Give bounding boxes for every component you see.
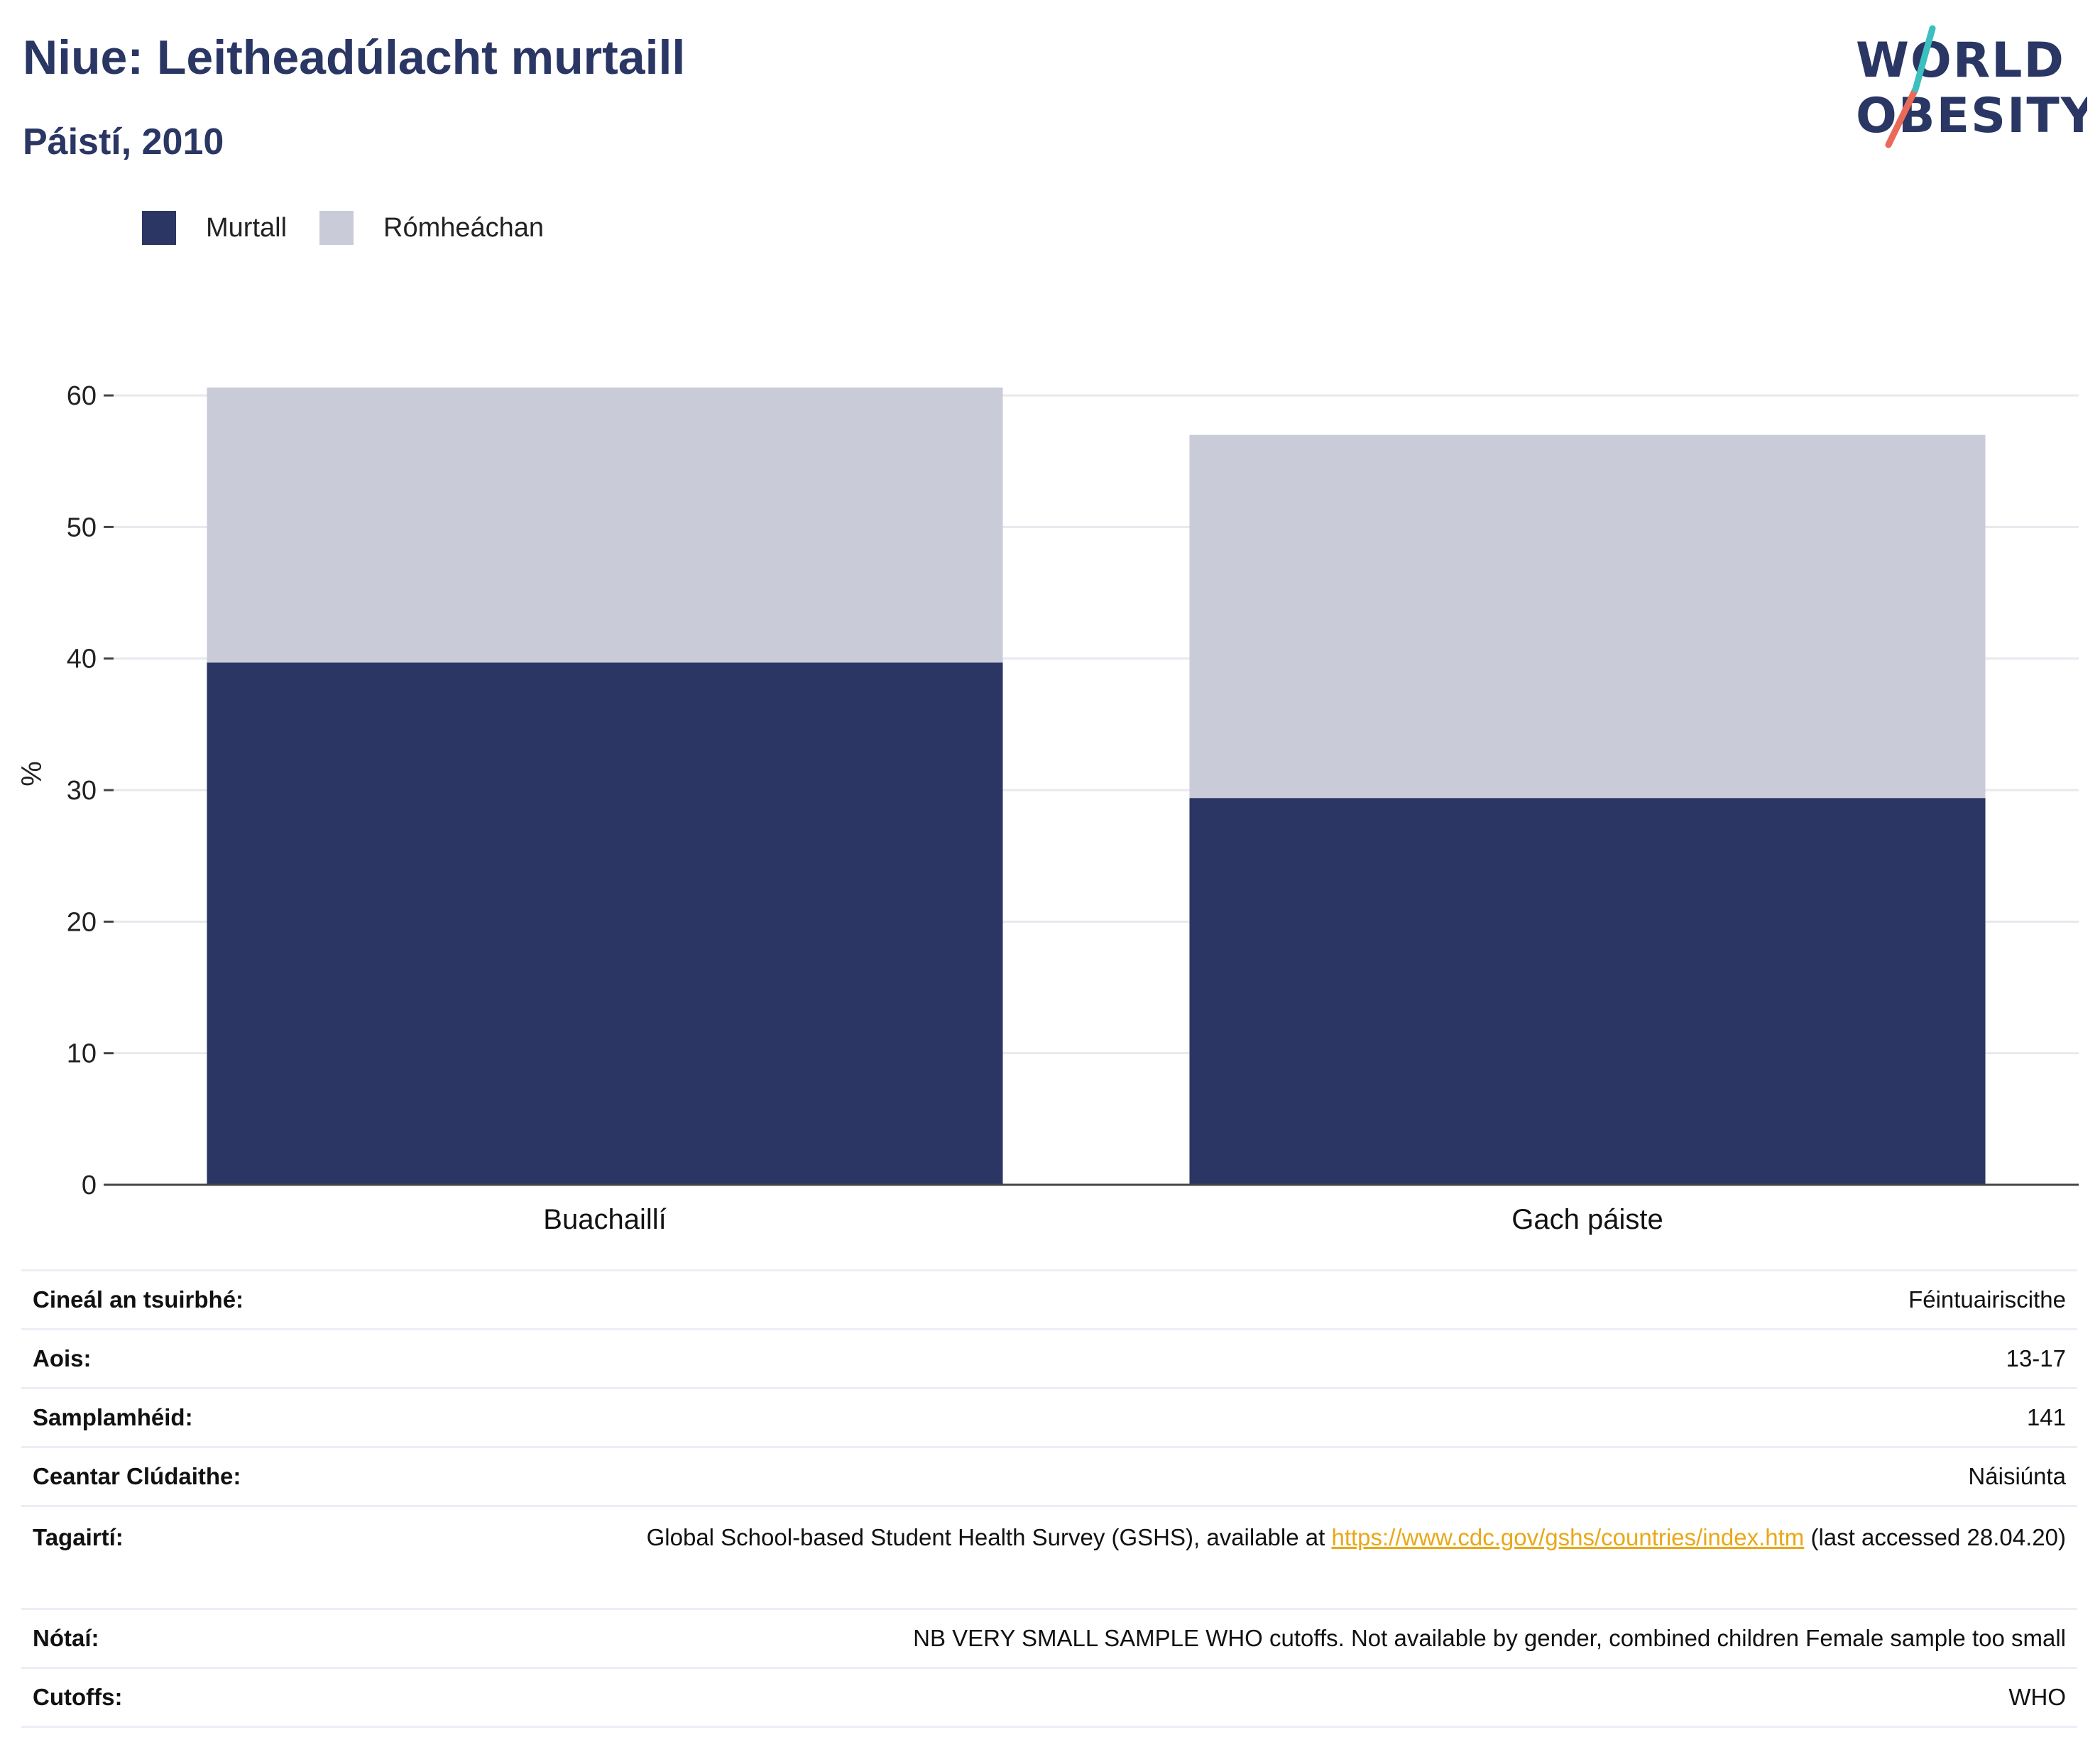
info-row-references: Tagairtí: Global School-based Student He… xyxy=(21,1506,2077,1609)
bar-murtall[interactable] xyxy=(1189,798,1986,1185)
notes-label: Nótaí: xyxy=(33,1625,99,1651)
cutoffs-label: Cutoffs: xyxy=(33,1684,123,1710)
y-tick-label: 40 xyxy=(67,645,97,674)
legend-label-romheachan: Rómheáchan xyxy=(383,212,545,243)
chart-title: Niue: Leitheadúlacht murtaill xyxy=(23,31,686,84)
info-value: 141 xyxy=(2026,1404,2066,1430)
y-axis-label: % xyxy=(16,761,48,787)
info-row-notes: Nótaí: NB VERY SMALL SAMPLE WHO cutoffs.… xyxy=(21,1609,2077,1668)
survey-info-table: Cineál an tsuirbhé: Féintuairiscithe Aoi… xyxy=(21,1269,2077,1728)
info-label: Aois: xyxy=(33,1345,92,1371)
info-row: Samplamhéid: 141 xyxy=(21,1388,2077,1447)
y-tick-label: 0 xyxy=(82,1171,97,1200)
y-tick-label: 60 xyxy=(67,381,97,411)
logo-slash-teal xyxy=(1912,25,1936,93)
legend-item-romheachan[interactable]: Rómheáchan xyxy=(319,211,544,245)
legend-swatch-murtall xyxy=(142,211,176,245)
info-label: Cineál an tsuirbhé: xyxy=(33,1286,244,1313)
world-obesity-logo: WORLD OBESITY xyxy=(1856,25,2087,148)
notes-value: NB VERY SMALL SAMPLE WHO cutoffs. Not av… xyxy=(913,1625,2066,1651)
chart-subtitle: Páistí, 2010 xyxy=(23,121,224,163)
logo-slash-coral xyxy=(1885,86,1919,148)
legend-swatch-romheachan xyxy=(319,211,354,245)
y-tick-label: 50 xyxy=(67,513,97,542)
info-row: Ceantar Clúdaithe: Náisiúnta xyxy=(21,1447,2077,1506)
info-row: Cineál an tsuirbhé: Féintuairiscithe xyxy=(21,1270,2077,1330)
legend-item-murtall[interactable]: Murtall xyxy=(142,211,287,245)
cutoffs-value: WHO xyxy=(2008,1684,2066,1710)
info-value: Náisiúnta xyxy=(1968,1463,2066,1489)
references-link[interactable]: https://www.cdc.gov/gshs/countries/index… xyxy=(1331,1524,1805,1550)
bar-romheachan[interactable] xyxy=(1189,434,1986,799)
y-tick-label: 20 xyxy=(67,907,97,937)
info-label: Samplamhéid: xyxy=(33,1404,193,1430)
y-axis-ticks: 0 10 20 30 40 50 60 xyxy=(67,381,114,1200)
references-suffix: (last accessed 28.04.20) xyxy=(1804,1524,2066,1550)
info-value: 13-17 xyxy=(2006,1345,2066,1371)
legend-label-murtall: Murtall xyxy=(206,212,288,243)
logo-line-1: WORLD xyxy=(1856,33,2065,89)
y-tick-label: 30 xyxy=(67,776,97,806)
info-row-cutoffs: Cutoffs: WHO xyxy=(21,1667,2077,1727)
chart-legend: Murtall Rómheáchan xyxy=(142,210,576,246)
info-row: Aois: 13-17 xyxy=(21,1329,2077,1389)
x-category-label: Buachaillí xyxy=(543,1204,666,1235)
references-label: Tagairtí: xyxy=(33,1524,124,1550)
references-text: Global School-based Student Health Surve… xyxy=(646,1524,1332,1550)
info-label: Ceantar Clúdaithe: xyxy=(33,1463,241,1489)
y-tick-label: 10 xyxy=(67,1039,97,1069)
stacked-bar-chart: 0 10 20 30 40 50 60 Buachaillí Gach páiste % xyxy=(16,381,2079,1235)
references-value: Global School-based Student Health Surve… xyxy=(308,1506,2077,1609)
info-value: Féintuairiscithe xyxy=(1908,1286,2066,1313)
x-axis-labels: Buachaillí Gach páiste xyxy=(543,1204,1663,1235)
bar-murtall[interactable] xyxy=(207,662,1003,1185)
x-category-label: Gach páiste xyxy=(1511,1204,1663,1235)
bar-romheachan[interactable] xyxy=(207,387,1003,663)
bars xyxy=(207,387,1986,1185)
